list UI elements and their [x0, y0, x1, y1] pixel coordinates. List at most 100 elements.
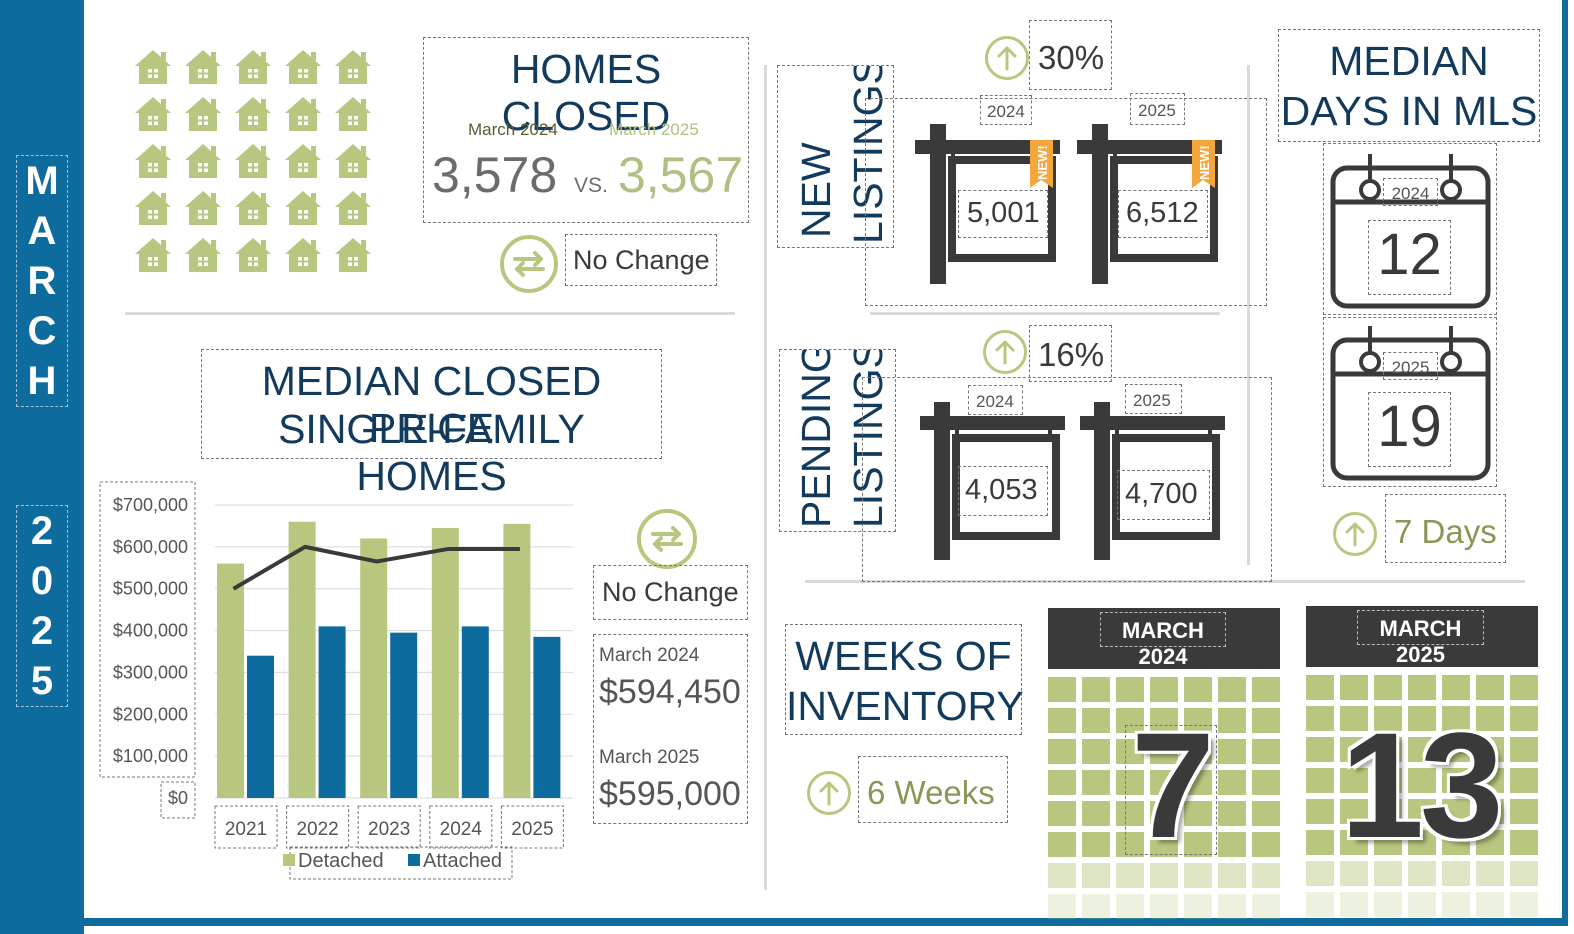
grid-cell [1218, 863, 1246, 888]
grid-cell [1476, 830, 1504, 855]
house-icon [233, 236, 283, 283]
x-tick-box [286, 805, 350, 849]
weeks-change: 6 Weeks [858, 756, 1008, 823]
pending-listings-change: 16% [1029, 325, 1112, 382]
grid-cell [1408, 706, 1436, 731]
divider-homes [125, 312, 735, 315]
legend-swatch [408, 854, 420, 866]
house-icon [183, 189, 233, 236]
grid-cell [1048, 739, 1076, 764]
pending-listings-year-2025: 2025 [1125, 384, 1182, 414]
homes-closed-value-2024: 3,578 [432, 147, 558, 203]
arrow-up-icon [1333, 512, 1377, 556]
grid-cell [1408, 830, 1436, 855]
weeks-title-box: WEEKS OF INVENTORY [785, 624, 1024, 735]
x-tick-label: 2023 [368, 819, 410, 840]
grid-cell [1340, 861, 1368, 886]
grid-cell [1340, 799, 1368, 824]
bar-detached [217, 563, 244, 798]
grid-cell [1306, 830, 1334, 855]
grid-cell [1374, 861, 1402, 886]
house-icon [183, 236, 233, 283]
sidebar-month: M A R C H [16, 155, 68, 407]
grid-cell [1510, 861, 1538, 886]
y-tick-label: $500,000 [113, 579, 188, 599]
days-in-mls-title-box: MEDIAN DAYS IN MLS [1278, 29, 1540, 142]
calendar-icon [1330, 154, 1491, 309]
new-listings-signs: NEW! NEW! [915, 124, 1222, 284]
grid-cell [1476, 768, 1504, 793]
grid-cell [1082, 739, 1110, 764]
grid-cell [1082, 863, 1110, 888]
grid-cell [1048, 863, 1076, 888]
weeks-header-2025: MARCH 2025 [1357, 610, 1484, 667]
grid-cell [1340, 830, 1368, 855]
grid-cell [1218, 770, 1246, 795]
grid-cell [1150, 739, 1178, 764]
grid-cell [1374, 675, 1402, 700]
month-letter: M [25, 159, 59, 203]
grid-cell [1218, 894, 1246, 919]
grid-cell [1306, 675, 1334, 700]
grid-cell [1116, 863, 1144, 888]
bar-detached [288, 521, 316, 798]
sign-post-icon: NEW! [915, 124, 1060, 284]
grid-cell [1442, 830, 1470, 855]
house-icon [233, 189, 283, 236]
grid-cell [1048, 832, 1076, 857]
grid-cell [1218, 801, 1246, 826]
grid-cell [1116, 832, 1144, 857]
grid-cell [1374, 892, 1402, 917]
house-icon [183, 95, 233, 142]
days-calendar-2024-box [1323, 143, 1497, 315]
x-tick-box [357, 805, 421, 849]
grid-cell [1476, 737, 1504, 762]
new-listings-year-2025: 2025 [1130, 93, 1185, 125]
grid-cell [1184, 708, 1212, 733]
grid-cell [1408, 675, 1436, 700]
new-listings-title-line1: NEW [793, 142, 839, 238]
month-letter: H [27, 359, 57, 403]
price-label-2024: March 2024 [599, 645, 700, 666]
y-axis-label-box [99, 481, 196, 778]
sidebar-year: 2 0 2 5 [16, 505, 68, 707]
homes-closed-value-2025: 3,567 [618, 147, 744, 203]
grid-cell [1306, 861, 1334, 886]
arrow-up-icon [983, 330, 1027, 374]
grid-cell [1340, 706, 1368, 731]
house-icon [333, 189, 383, 236]
new-listings-title-line2: LISTINGS [845, 66, 891, 244]
grid-cell [1408, 737, 1436, 762]
grid-cell [1306, 737, 1334, 762]
grid-cell [1510, 830, 1538, 855]
house-icon [133, 48, 183, 95]
bar-attached [461, 626, 489, 798]
grid-cell [1184, 894, 1212, 919]
bar-attached [318, 626, 346, 798]
grid-cell [1408, 892, 1436, 917]
pending-listings-value-2024: 4,053 [958, 466, 1048, 516]
grid-cell [1082, 832, 1110, 857]
grid-cell [1150, 894, 1178, 919]
grid-cell [1252, 739, 1280, 764]
grid-cell [1374, 799, 1402, 824]
new-ribbon-2024: NEW! [1035, 145, 1050, 180]
grid-cell [1082, 801, 1110, 826]
price-title-line2: SINGLE-FAMILY HOMES [278, 406, 585, 499]
month-letter: R [27, 259, 57, 303]
price-value-2024: $594,450 [599, 673, 741, 711]
price-value-2025: $595,000 [599, 775, 741, 813]
grid-cell [1442, 799, 1470, 824]
grid-cell [1306, 892, 1334, 917]
y-tick-label: $300,000 [113, 662, 188, 682]
house-icon [283, 142, 333, 189]
house-icon [333, 95, 383, 142]
homes-closed-title: HOMES CLOSED [501, 46, 671, 139]
grid-cell [1306, 768, 1334, 793]
swap-arrows-icon [637, 509, 697, 569]
grid-cell [1150, 708, 1178, 733]
y-tick-label: $0 [168, 788, 188, 808]
grid-cell [1252, 770, 1280, 795]
divider-vertical-right [1247, 65, 1250, 565]
house-icon [283, 48, 333, 95]
